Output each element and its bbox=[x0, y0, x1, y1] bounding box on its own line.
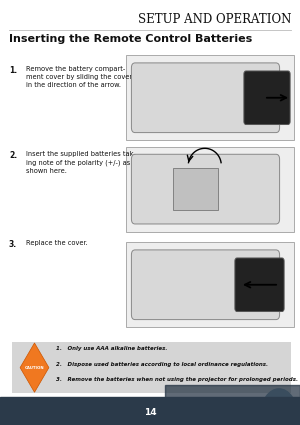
FancyBboxPatch shape bbox=[131, 250, 280, 320]
Text: 1. Only use AAA alkaline batteries.: 1. Only use AAA alkaline batteries. bbox=[56, 346, 167, 351]
Text: 1.: 1. bbox=[9, 66, 17, 75]
FancyBboxPatch shape bbox=[131, 63, 280, 133]
Polygon shape bbox=[20, 343, 49, 392]
FancyBboxPatch shape bbox=[244, 71, 290, 125]
Text: 3.: 3. bbox=[9, 240, 17, 249]
Bar bbox=[0, 397, 300, 425]
Circle shape bbox=[261, 389, 297, 425]
FancyBboxPatch shape bbox=[235, 258, 284, 312]
Text: CAUTION: CAUTION bbox=[25, 366, 44, 370]
Text: SETUP AND OPERATION: SETUP AND OPERATION bbox=[138, 13, 291, 26]
Bar bbox=[126, 242, 294, 327]
Bar bbox=[12, 342, 291, 393]
Bar bbox=[126, 55, 294, 140]
Text: Remove the battery compart-
ment cover by sliding the cover
in the direction of : Remove the battery compart- ment cover b… bbox=[26, 66, 132, 88]
Text: 3. Remove the batteries when not using the projector for prolonged periods.: 3. Remove the batteries when not using t… bbox=[56, 377, 298, 382]
Bar bbox=[173, 168, 218, 210]
Bar bbox=[126, 147, 294, 232]
FancyBboxPatch shape bbox=[131, 154, 280, 224]
Text: 14: 14 bbox=[144, 408, 156, 417]
Bar bbox=[165, 385, 300, 425]
Text: 2.: 2. bbox=[9, 151, 17, 160]
Text: Replace the cover.: Replace the cover. bbox=[26, 240, 87, 246]
Text: Insert the supplied batteries tak-
ing note of the polarity (+/-) as
shown here.: Insert the supplied batteries tak- ing n… bbox=[26, 151, 135, 174]
Text: Inserting the Remote Control Batteries: Inserting the Remote Control Batteries bbox=[9, 34, 252, 44]
Text: 2. Dispose used batteries according to local ordinance regulations.: 2. Dispose used batteries according to l… bbox=[56, 362, 268, 367]
